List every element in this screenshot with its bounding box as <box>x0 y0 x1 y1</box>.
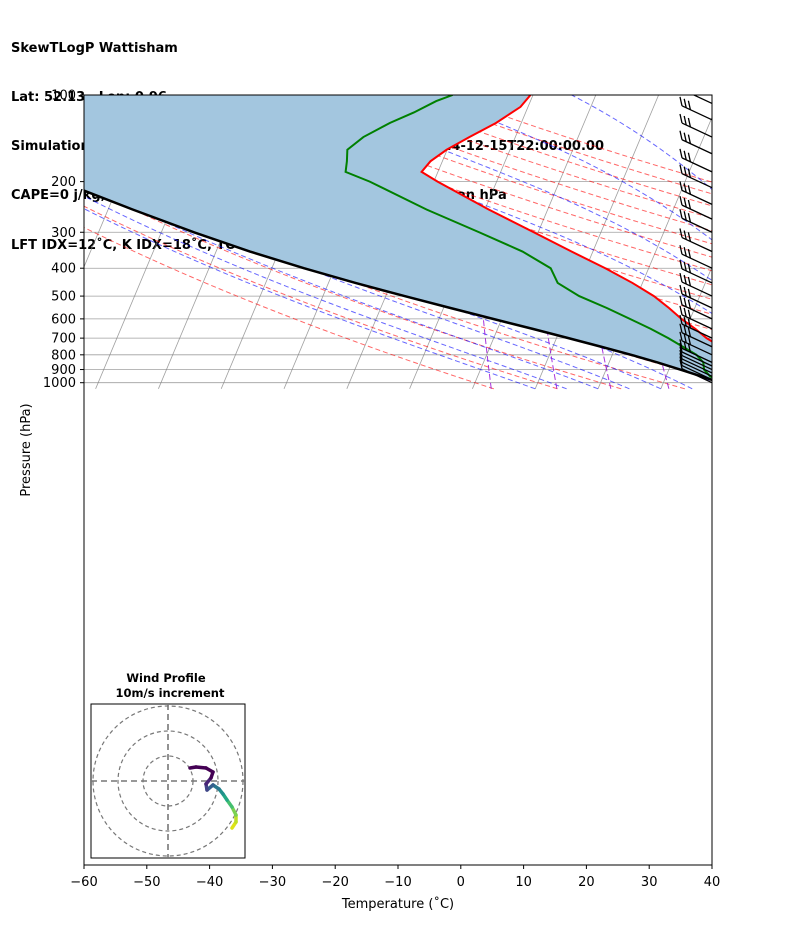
x-tick-label: 40 <box>704 875 721 890</box>
x-tick-label: −60 <box>70 875 97 890</box>
wind-barb <box>679 331 712 356</box>
wind-barb <box>679 228 712 253</box>
moist-adiabat <box>84 208 536 390</box>
wind-barb <box>679 130 712 155</box>
isotherm-line <box>786 95 794 389</box>
hodograph-title: Wind Profile <box>126 671 206 685</box>
wind-barb <box>679 284 712 309</box>
hodograph-ring <box>117 730 219 832</box>
wind-barb <box>679 148 712 173</box>
dry-adiabat <box>84 205 558 390</box>
x-tick-label: −20 <box>321 875 348 890</box>
wind-barb <box>679 272 712 297</box>
x-tick-label: 20 <box>578 875 595 890</box>
wind-barb <box>692 95 712 105</box>
hodograph-subtitle: 10m/s increment <box>116 686 225 700</box>
isotherm-line <box>534 95 659 389</box>
y-tick-label: 1000 <box>43 376 76 391</box>
isotherm-line <box>0 95 31 389</box>
mixing-ratio-line <box>482 318 492 389</box>
y-tick-label: 900 <box>51 363 76 378</box>
dry-adiabat <box>314 95 712 232</box>
dry-adiabat <box>249 95 712 258</box>
y-tick-label: 100 <box>51 89 76 104</box>
wind-barb <box>679 209 712 233</box>
wind-barb <box>679 164 712 189</box>
wind-barb <box>679 349 712 374</box>
isotherm-line <box>724 95 794 389</box>
wind-barb <box>679 259 712 284</box>
wind-barb <box>679 346 712 371</box>
wind-barb <box>679 195 712 220</box>
x-tick-label: 10 <box>515 875 532 890</box>
wind-barb <box>679 113 712 138</box>
isotherm-line <box>84 95 94 119</box>
parcel-profile-line <box>84 189 712 382</box>
plot-area <box>0 95 794 390</box>
wind-barb <box>679 342 712 367</box>
wind-barb <box>679 96 712 121</box>
wind-barb <box>679 295 712 320</box>
temperature-profile-line <box>420 95 712 343</box>
moist-adiabat <box>84 195 567 390</box>
wind-barb <box>679 339 712 363</box>
y-tick-label: 600 <box>51 312 76 327</box>
x-tick-label: 0 <box>457 875 465 890</box>
hodograph-plot <box>91 704 245 858</box>
x-tick-label: −10 <box>384 875 411 890</box>
cin-cape-shading <box>84 95 712 380</box>
wind-barb <box>679 356 712 381</box>
dry-adiabat <box>217 95 712 272</box>
x-tick-label: 30 <box>641 875 658 890</box>
hodograph-segment <box>188 765 198 770</box>
wind-barb <box>679 305 712 330</box>
axes: −60 −50 −40 −30 −20 −10 0 10 20 30 40 100 200 300 400 5… <box>19 89 720 913</box>
wind-barb <box>679 359 712 384</box>
wind-barb <box>679 181 712 205</box>
y-tick-label: 800 <box>51 348 76 363</box>
y-tick-label: 700 <box>51 332 76 347</box>
wind-barb <box>679 323 712 348</box>
chart-title: SkewTLogP Wattisham <box>11 40 178 56</box>
wind-barb <box>679 245 712 269</box>
wind-barb <box>679 353 712 377</box>
x-tick-label: −40 <box>196 875 223 890</box>
x-tick-label: −50 <box>133 875 160 890</box>
y-tick-label: 400 <box>51 262 76 277</box>
dry-adiabat <box>282 95 712 245</box>
x-tick-label: −30 <box>259 875 286 890</box>
y-tick-label: 300 <box>51 226 76 241</box>
y-tick-label: 500 <box>51 290 76 305</box>
y-axis-label: Pressure (hPa) <box>19 403 34 496</box>
y-tick-label: 200 <box>51 175 76 190</box>
dry-adiabat <box>84 226 494 390</box>
x-axis-label: Temperature (˚C) <box>341 896 454 912</box>
wind-barb <box>679 314 712 339</box>
